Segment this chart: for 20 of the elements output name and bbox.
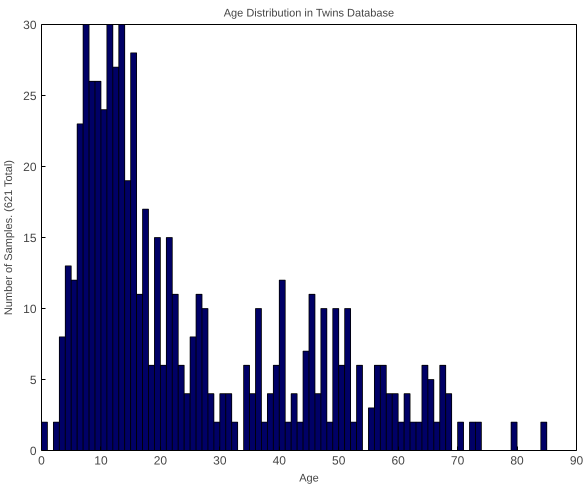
x-axis-title: Age — [299, 472, 319, 484]
y-tick-label: 20 — [23, 160, 37, 174]
x-tick-label: 40 — [272, 454, 286, 468]
y-tick-label: 5 — [30, 373, 37, 387]
y-tick-label: 0 — [30, 444, 37, 458]
x-tick-label: 30 — [213, 454, 227, 468]
x-tick-label: 0 — [38, 454, 46, 468]
x-tick-label: 70 — [450, 454, 465, 468]
y-tick-label: 25 — [23, 89, 37, 103]
chart-title: Age Distribution in Twins Database — [224, 8, 394, 20]
x-tick-label: 80 — [510, 454, 524, 468]
y-tick-label: 30 — [23, 18, 37, 32]
x-tick-label: 50 — [332, 454, 346, 468]
x-tick-label: 10 — [94, 454, 108, 468]
y-axis-title: Number of Samples. (621 Total) — [3, 160, 16, 316]
y-tick-label: 15 — [23, 231, 37, 245]
y-tick-label: 10 — [23, 302, 37, 316]
x-tick-label: 60 — [391, 454, 406, 468]
x-tick-label: 20 — [154, 454, 168, 468]
x-tick-label: 90 — [570, 454, 584, 468]
